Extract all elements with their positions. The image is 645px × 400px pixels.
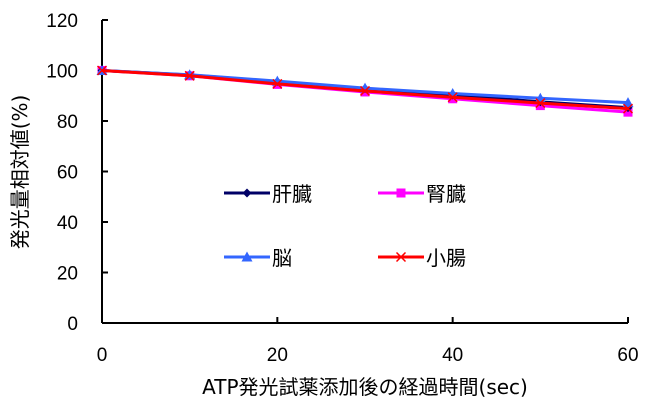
- y-axis-title: 発光量相対値(%): [8, 95, 32, 250]
- x-tick-label: 40: [442, 345, 463, 366]
- y-tick-label: 100: [46, 62, 78, 83]
- data-point: [96, 65, 108, 76]
- data-point: [622, 103, 634, 114]
- x-tick-label: 0: [97, 345, 108, 366]
- legend-swatch-marker: [241, 251, 253, 262]
- x-tick-label: 20: [267, 345, 288, 366]
- series-line: [101, 69, 629, 111]
- x-tick-label: 60: [617, 345, 638, 366]
- y-tick-label: 40: [57, 213, 78, 234]
- data-point: [623, 107, 633, 117]
- legend-item: 小腸: [378, 246, 466, 270]
- legend-item: 肝臓: [224, 182, 312, 206]
- data-point: [535, 98, 546, 109]
- legend: 肝臓 腎臓脳 小腸: [224, 182, 466, 270]
- legend-label: 腎臓: [426, 182, 466, 206]
- y-tick-label: 0: [67, 314, 78, 335]
- legend-label: 小腸: [426, 246, 466, 270]
- data-point: [184, 70, 195, 81]
- data-point: [447, 92, 458, 103]
- data-point: [272, 78, 283, 89]
- legend-item: 脳: [224, 246, 292, 270]
- y-tick-label: 60: [57, 163, 78, 184]
- series-4: [96, 65, 634, 114]
- y-tick-label: 120: [46, 11, 78, 32]
- legend-swatch-marker: [396, 188, 406, 198]
- y-tick-label: 20: [57, 264, 78, 285]
- y-tick-label: 80: [57, 112, 78, 133]
- legend-item: 腎臓: [378, 182, 466, 206]
- series-3: [96, 65, 634, 108]
- legend-label: 肝臓: [272, 182, 312, 206]
- series-layer: [96, 65, 634, 117]
- x-axis-title: ATP発光試薬添加後の経過時間(sec): [202, 375, 528, 399]
- legend-swatch-marker: [242, 188, 252, 198]
- legend-label: 脳: [272, 246, 292, 270]
- data-point: [359, 85, 371, 96]
- y-axis-ticks: 0 20 40 60 80 100 120: [46, 11, 108, 335]
- x-axis-ticks: 0 20 40 60: [97, 317, 639, 366]
- legend-swatch-marker: [395, 251, 407, 263]
- data-point: [622, 97, 634, 108]
